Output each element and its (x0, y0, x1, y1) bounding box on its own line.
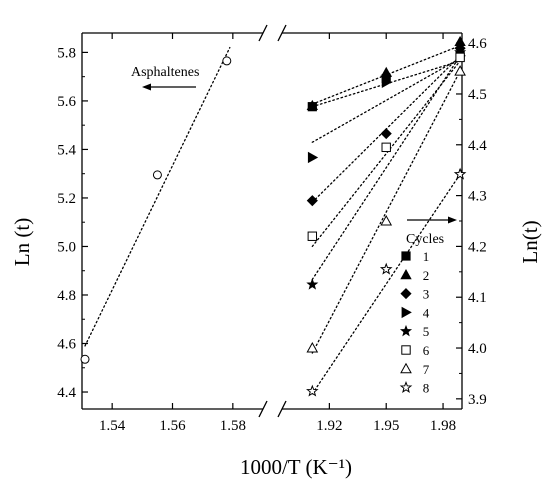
cycles-arrowhead (448, 216, 457, 224)
series-4-fit-line (311, 57, 461, 143)
series-6-point (455, 52, 465, 63)
top-axis-break-mark (277, 24, 287, 42)
series-8-point (379, 262, 393, 275)
legend: 1 2 3 4 5 6 7 8 (399, 249, 430, 396)
bottom-axis-break-mark (258, 400, 268, 418)
y-right-tick-label: 4.2 (468, 239, 487, 255)
data-points (80, 35, 467, 397)
series-8-point (306, 384, 319, 397)
legend-marker (400, 362, 412, 374)
series-6-point (307, 231, 318, 241)
y-axis-right-title: Ln(t) (518, 220, 542, 263)
series-8-point (453, 167, 467, 180)
x-left-tick-label: 1.58 (220, 418, 246, 434)
series-4-point (307, 151, 319, 164)
plot-frame (81, 24, 463, 418)
y-left-tick-label: 5.4 (57, 142, 76, 158)
x-axis-title: 1000/T (K⁻¹) (240, 455, 352, 479)
y-right-tick-label: 4.4 (468, 138, 487, 154)
y-right-tick-label: 3.9 (468, 392, 487, 408)
x-right-tick-label: 1.98 (430, 418, 456, 434)
series-8-fit-line (311, 173, 461, 395)
y-right-tick-label: 4.0 (468, 341, 487, 357)
series-3-point (380, 128, 392, 140)
legend-label: 4 (423, 305, 430, 320)
series-6-fit-line (311, 60, 461, 248)
legend-label: 3 (423, 287, 430, 302)
y-left-tick-label: 5.6 (57, 94, 76, 110)
legend-label: 6 (423, 343, 430, 358)
series-7-fit-line (311, 70, 461, 354)
series-asphaltenes-point (152, 170, 162, 180)
x-right-tick-label: 1.95 (373, 418, 399, 434)
y-left-tick-label: 4.8 (57, 288, 76, 304)
legend-marker (400, 268, 412, 280)
y-right-tick-label: 4.1 (468, 290, 487, 306)
legend-marker (399, 324, 413, 337)
y-right-tick-label: 4.6 (468, 36, 487, 52)
series-7-point (306, 341, 319, 353)
y-left-tick-label: 5.2 (57, 191, 76, 207)
x-left-tick-label: 1.54 (99, 418, 126, 434)
fit-lines (84, 45, 461, 395)
legend-label: 7 (423, 362, 430, 377)
legend-marker (400, 288, 412, 300)
series-5-point (380, 71, 393, 83)
legend-marker (401, 306, 412, 319)
series-5-point (306, 278, 319, 290)
legend-label: 8 (423, 381, 430, 396)
legend-label: 2 (423, 268, 430, 283)
asphaltenes-annotation: Asphaltenes (131, 65, 199, 80)
y-left-tick-label: 4.6 (57, 337, 76, 353)
y-left-tick-label: 5.0 (57, 239, 76, 255)
legend-label: 5 (423, 324, 430, 339)
series-6-point (381, 142, 391, 153)
series-5-fit-line (311, 55, 461, 281)
y-right-tick-label: 4.5 (468, 87, 487, 103)
y-left-tick-label: 4.4 (57, 385, 76, 401)
top-axis-break-mark (258, 24, 268, 42)
x-left-tick-label: 1.56 (159, 418, 186, 434)
series-asphaltenes-point (222, 56, 232, 66)
legend-marker (401, 345, 411, 355)
axis-ticks: 4.4 4.6 4.8 5.0 5.2 5.4 5.6 5.8 3.9 4.0 4.1 4.2 4.3 4… (57, 33, 487, 434)
series-7-point (454, 65, 466, 76)
legend-marker (401, 251, 411, 261)
x-right-tick-label: 1.92 (316, 418, 342, 434)
series-3-point (306, 195, 318, 207)
y-right-tick-label: 4.3 (468, 189, 487, 205)
cycles-annotation: Cycles (406, 232, 444, 247)
y-axis-left-title: Ln (t) (10, 218, 34, 266)
bottom-axis-break-mark (277, 400, 287, 418)
legend-label: 1 (423, 249, 430, 264)
legend-marker (399, 380, 413, 393)
series-2-point (306, 99, 318, 111)
y-left-tick-label: 5.8 (57, 45, 76, 61)
asphaltenes-arrowhead (142, 83, 151, 91)
series-asphaltenes-point (80, 354, 90, 364)
series-asphaltenes-fit-line (84, 46, 231, 347)
series-7-point (380, 214, 393, 226)
